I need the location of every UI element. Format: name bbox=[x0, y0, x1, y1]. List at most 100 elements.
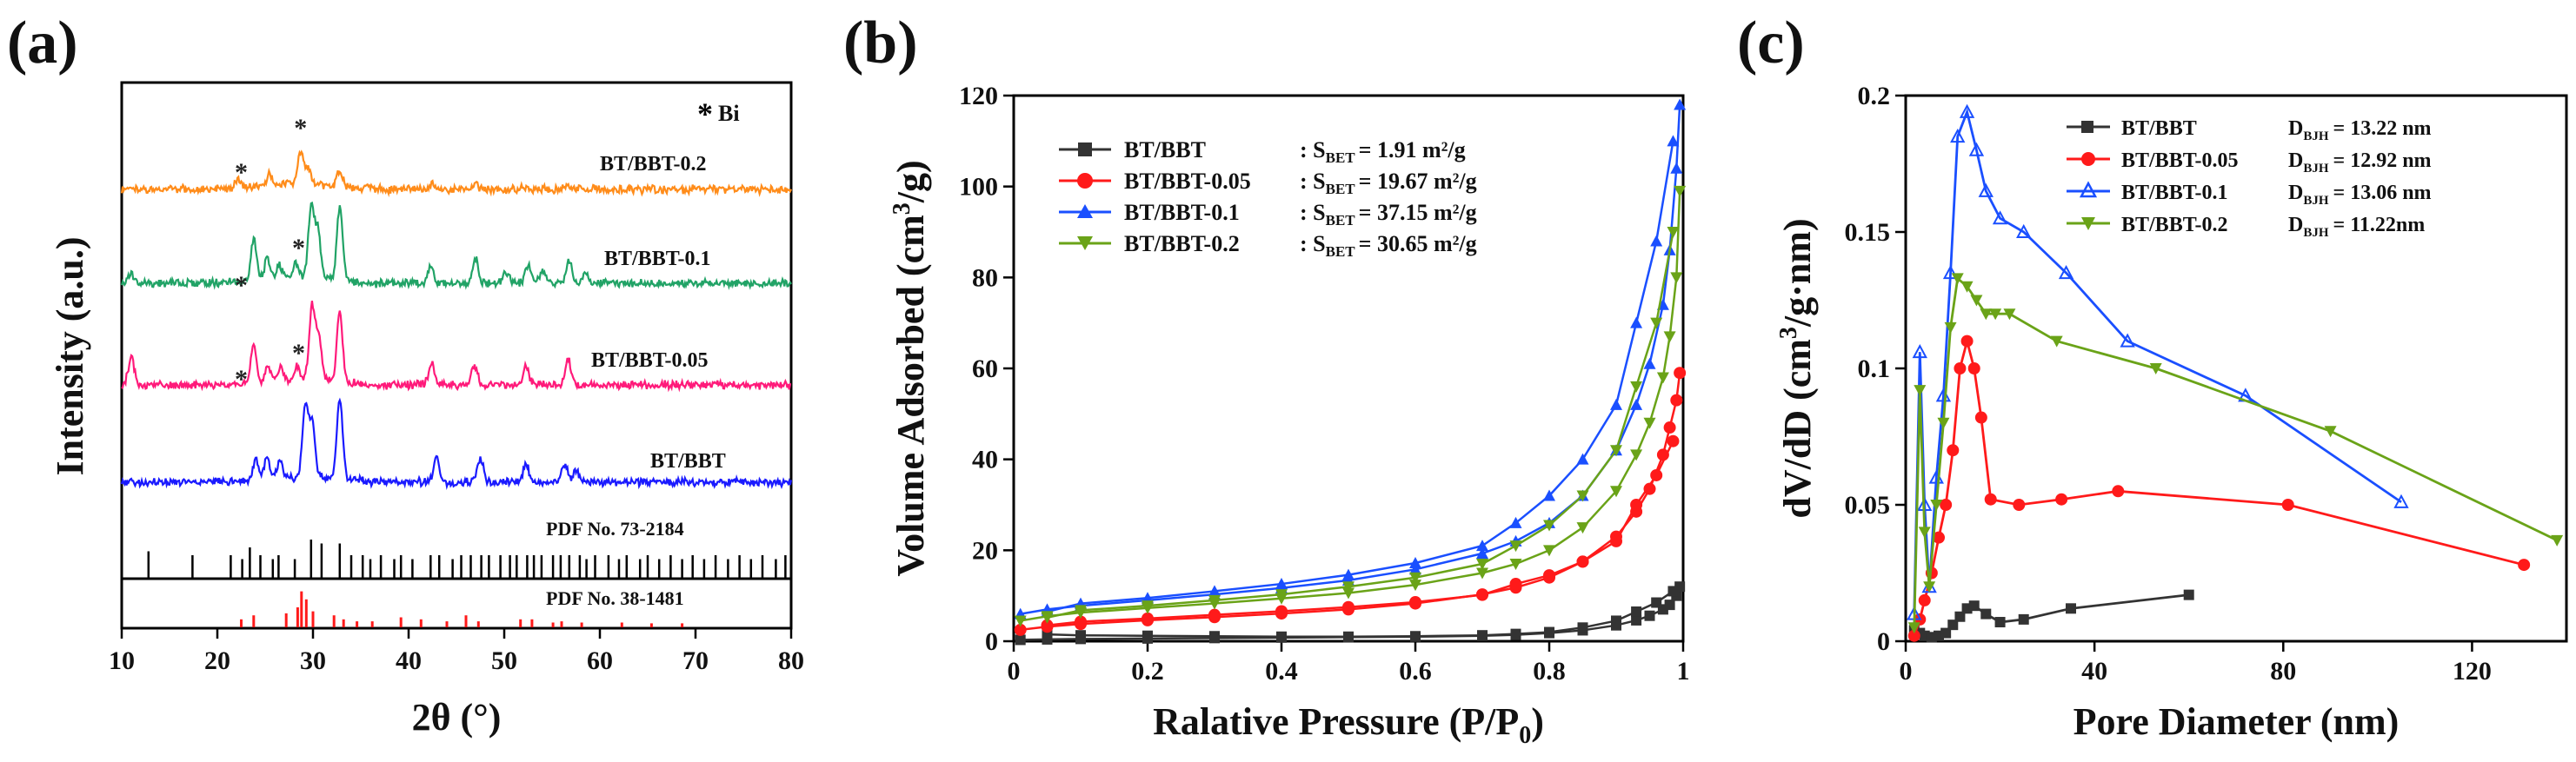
y-tick-label: 0 bbox=[1877, 627, 1890, 656]
bi-legend-label: Bi bbox=[718, 101, 740, 126]
panel-c-xlabel: Pore Diameter (nm) bbox=[2073, 700, 2400, 743]
y-tick-label: 60 bbox=[972, 354, 998, 383]
xrd-label-bbt01: BT/BBT-0.1 bbox=[604, 248, 711, 270]
bi-star-markers: * * * * * * bbox=[235, 114, 307, 394]
adsorption-point-bbt02 bbox=[1543, 545, 1555, 557]
c-legend-label-bbt005: BT/BBT-0.05 bbox=[2121, 149, 2239, 172]
pore-point-bbt005 bbox=[2112, 485, 2125, 498]
adsorption-point-bbt02 bbox=[1643, 417, 1656, 429]
c-legend-triangle-up-icon bbox=[2079, 181, 2098, 198]
desorption-point-bbt01 bbox=[1650, 235, 1663, 247]
adsorption-point-bbt01 bbox=[1476, 547, 1488, 559]
pore-point-bbt02 bbox=[1907, 622, 1920, 634]
desorption-point-bbt01 bbox=[1275, 578, 1288, 590]
adsorption-point-bbt02 bbox=[1630, 449, 1643, 461]
c-legend-row-bbt005: BT/BBT-0.05 DBJH = 12.92 nm bbox=[2067, 149, 2432, 176]
legend-label-bbt005: BT/BBT-0.05 bbox=[1124, 169, 1251, 194]
panel-c-frame bbox=[1904, 94, 2568, 643]
pore-point-bbt02 bbox=[1918, 527, 1931, 539]
desorption-point-bbt01 bbox=[1667, 135, 1680, 147]
pore-point-bbt005 bbox=[1954, 362, 1967, 374]
panel-a-ylabel: Intensity (a.u.) bbox=[49, 236, 91, 475]
pdf-references bbox=[147, 540, 787, 627]
desorption-point-bbt005 bbox=[1667, 434, 1680, 447]
pore-point-bbt005 bbox=[2013, 499, 2026, 511]
adsorption-point-bbt02 bbox=[1663, 331, 1676, 343]
adsorption-point-bbt02 bbox=[1656, 372, 1669, 384]
isotherm-series bbox=[1014, 98, 1687, 646]
bi-star-icon: * bbox=[235, 365, 248, 394]
bi-star-icon: * bbox=[294, 114, 307, 142]
desorption-point-bt bbox=[1544, 626, 1554, 638]
adsorption-point-bbt02 bbox=[1476, 567, 1488, 580]
pore-point-bt bbox=[1994, 617, 2006, 628]
desorption-point-bt bbox=[1276, 631, 1287, 642]
desorption-point-bbt02 bbox=[1342, 581, 1355, 593]
desorption-point-bbt02 bbox=[1208, 594, 1221, 606]
desorption-point-bt bbox=[1410, 631, 1421, 642]
pore-point-bt bbox=[1968, 600, 1980, 612]
pore-point-bbt02 bbox=[2050, 335, 2063, 348]
adsorption-point-bbt005 bbox=[1656, 448, 1669, 461]
pore-point-bbt02 bbox=[1970, 295, 1983, 307]
desorption-point-bt bbox=[1075, 630, 1086, 641]
desorption-point-bbt005 bbox=[1509, 578, 1522, 591]
desorption-point-bbt01 bbox=[1409, 556, 1421, 568]
pore-point-bbt005 bbox=[1907, 629, 1920, 642]
desorption-point-bt bbox=[1510, 628, 1521, 639]
c-legend-circle-icon bbox=[2081, 152, 2095, 166]
desorption-point-bbt02 bbox=[1543, 520, 1555, 532]
legend-circle-icon bbox=[1077, 173, 1093, 189]
pore-point-bbt005 bbox=[2281, 499, 2294, 511]
adsorption-point-bbt02 bbox=[1409, 580, 1421, 592]
x-tick-label: 10 bbox=[109, 646, 135, 675]
adsorption-point-bbt01 bbox=[1643, 357, 1656, 369]
x-tick-label: 20 bbox=[204, 646, 230, 675]
desorption-point-bbt02 bbox=[1576, 490, 1589, 502]
legend-label-bbt02: BT/BBT-0.2 bbox=[1124, 231, 1240, 256]
desorption-point-bbt005 bbox=[1409, 595, 1421, 608]
bi-star-icon: * bbox=[235, 158, 248, 187]
sbet-label-bbt005: : SBET = 19.67 m²/g bbox=[1300, 169, 1477, 197]
bi-star-icon: * bbox=[235, 271, 248, 300]
pore-point-bbt02 bbox=[2149, 363, 2162, 374]
x-tick-label: 30 bbox=[300, 646, 326, 675]
desorption-point-bt bbox=[1577, 622, 1588, 633]
xrd-label-bbt005: BT/BBT-0.05 bbox=[591, 349, 709, 372]
y-tick-label: 0.1 bbox=[1858, 354, 1891, 383]
pore-point-bbt02 bbox=[2003, 308, 2016, 321]
sbet-label-bt: : SBET = 1.91 m²/g bbox=[1300, 137, 1466, 166]
pore-point-bbt01 bbox=[1978, 182, 1994, 197]
y-tick-label: 0 bbox=[985, 627, 998, 656]
adsorption-point-bbt01 bbox=[1674, 98, 1687, 110]
panel-a-x-ticks: 10 20 30 40 50 60 70 80 bbox=[109, 628, 804, 675]
desorption-point-bbt02 bbox=[1041, 612, 1054, 624]
adsorption-point-bbt005 bbox=[1674, 367, 1687, 380]
panel-a-xrd: (a) * * * * * * * Bi BT/BBT-0.2 BT/BBT-0.1 BT… bbox=[7, 10, 804, 739]
x-tick-label: 80 bbox=[778, 646, 804, 675]
desorption-point-bbt02 bbox=[1409, 572, 1421, 584]
desorption-point-bt bbox=[1209, 631, 1220, 642]
desorption-point-bbt02 bbox=[1509, 540, 1522, 553]
desorption-point-bbt01 bbox=[1630, 316, 1643, 328]
y-tick-label: 0.2 bbox=[1858, 82, 1891, 110]
desorption-point-bbt005 bbox=[1342, 600, 1355, 613]
c-legend-label-bbt02: BT/BBT-0.2 bbox=[2121, 214, 2228, 236]
adsorption-point-bt bbox=[1631, 614, 1642, 626]
panel-a-frame bbox=[120, 81, 793, 630]
x-tick-label: 50 bbox=[491, 646, 517, 675]
desorption-point-bt bbox=[1142, 630, 1153, 641]
desorption-point-bbt02 bbox=[1630, 381, 1643, 393]
xrd-trace-bbt01 bbox=[120, 201, 792, 291]
x-tick-label: 0 bbox=[1008, 657, 1021, 686]
sbet-label-bbt02: : SBET = 30.65 m²/g bbox=[1300, 231, 1477, 260]
pore-point-bbt005 bbox=[2055, 493, 2068, 506]
desorption-point-bt bbox=[1611, 615, 1621, 626]
desorption-point-bbt02 bbox=[1142, 600, 1154, 613]
xrd-label-bbt02: BT/BBT-0.2 bbox=[600, 153, 707, 176]
c-legend-label-bt: BT/BBT bbox=[2121, 117, 2197, 140]
bi-legend-star-icon: * bbox=[697, 96, 713, 131]
desorption-point-bt bbox=[1343, 631, 1354, 642]
pore-point-bbt02 bbox=[1923, 581, 1936, 593]
adsorption-point-bbt01 bbox=[1670, 162, 1683, 174]
